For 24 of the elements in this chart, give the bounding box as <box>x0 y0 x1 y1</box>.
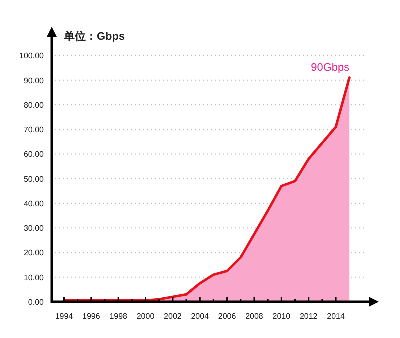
y-tick-label: 30.00 <box>24 224 45 234</box>
y-tick-label: 50.00 <box>24 174 45 184</box>
x-tick-label: 2010 <box>272 312 292 321</box>
annotation: 90Gbps <box>311 62 350 74</box>
y-tick-label: 10.00 <box>24 273 45 282</box>
x-tick-label: 2004 <box>191 312 210 321</box>
y-tick-label: 40.00 <box>24 199 45 208</box>
y-axis-title: 单位：Gbps <box>63 30 126 43</box>
x-tick-label: 2006 <box>218 312 237 321</box>
x-tick-label: 1996 <box>82 312 101 321</box>
x-tick-label: 1998 <box>110 312 128 321</box>
y-tick-label: 70.00 <box>24 126 45 135</box>
x-tick-label: 2012 <box>300 312 318 321</box>
x-tick-label: 2002 <box>164 312 182 321</box>
y-tick-label: 20.00 <box>24 248 45 258</box>
y-tick-label: 80.00 <box>24 100 45 110</box>
y-tick-label: 90.00 <box>24 76 45 86</box>
x-tick-label: 2014 <box>327 312 346 321</box>
x-tick-label: 2000 <box>136 312 156 321</box>
y-tick-label: 60.00 <box>24 150 45 160</box>
y-tick-label: 100.00 <box>20 52 45 61</box>
x-tick-label: 2008 <box>246 312 264 321</box>
x-tick-label: 1994 <box>55 312 74 321</box>
y-tick-label: 0.00 <box>28 298 45 307</box>
